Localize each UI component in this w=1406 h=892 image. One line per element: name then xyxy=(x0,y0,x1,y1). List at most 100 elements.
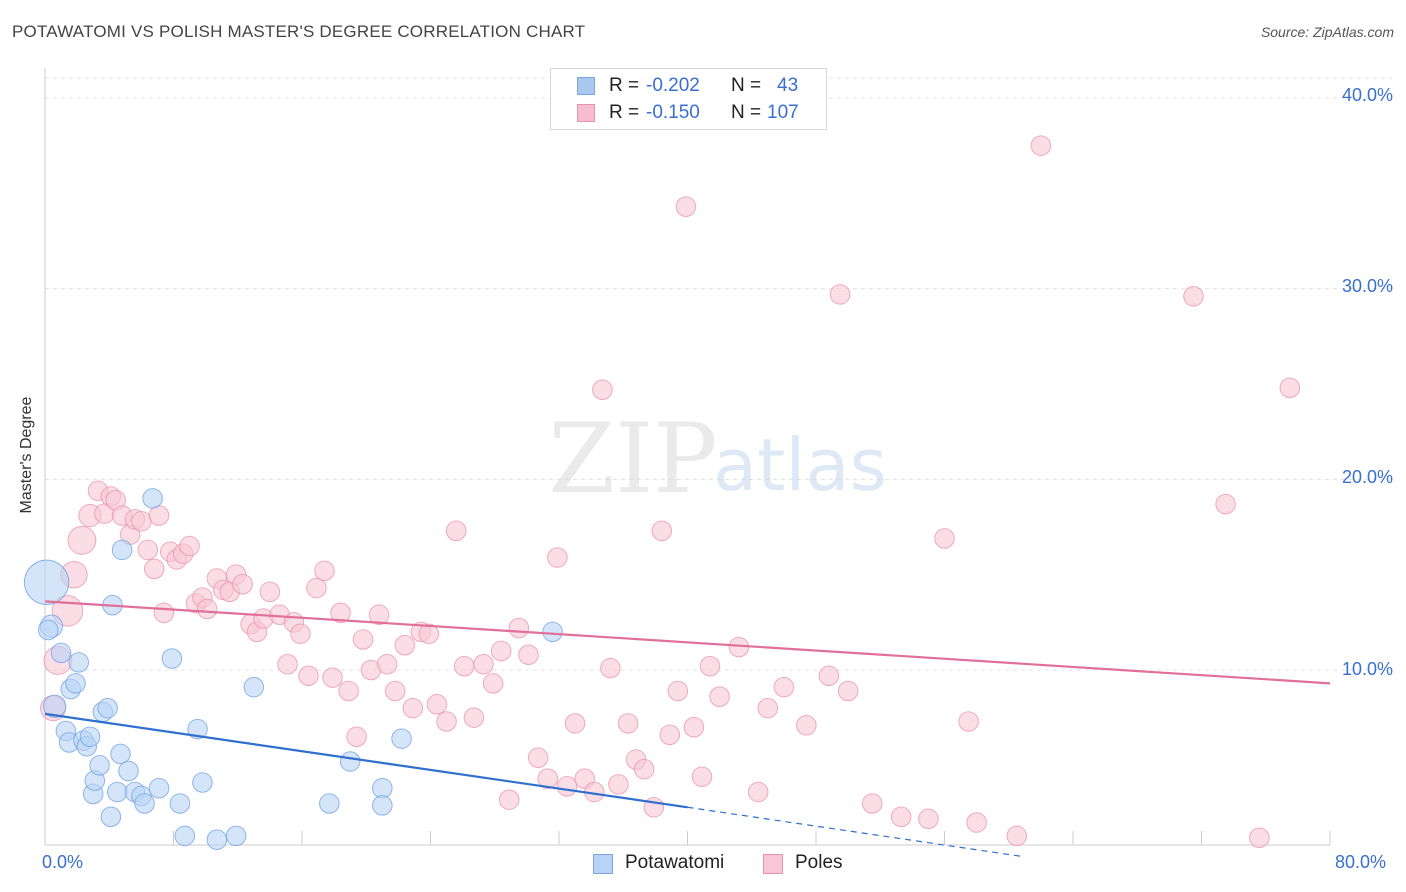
data-point-potawatomi xyxy=(161,648,183,669)
data-point-poles xyxy=(148,505,170,526)
legend-r-label: R = xyxy=(609,102,640,123)
data-point-poles xyxy=(699,655,721,677)
data-point-potawatomi xyxy=(142,488,163,509)
watermark: ZIP atlas xyxy=(548,403,887,515)
data-point-poles xyxy=(958,711,979,732)
legend-r-value: -0.202 xyxy=(646,75,700,96)
data-point-potawatomi xyxy=(68,652,90,673)
data-point-potawatomi xyxy=(23,559,70,605)
data-point-poles xyxy=(757,697,779,719)
trend-extension-potawatomi xyxy=(687,806,1025,858)
data-point-poles xyxy=(196,598,218,620)
trend-line-poles xyxy=(44,600,1331,685)
trend-line-potawatomi xyxy=(44,712,688,809)
data-point-potawatomi xyxy=(206,829,228,850)
data-point-poles xyxy=(683,716,705,738)
data-point-poles xyxy=(394,634,416,656)
legend-label-poles: Poles xyxy=(795,852,843,873)
data-point-poles xyxy=(861,793,883,814)
data-point-poles xyxy=(473,654,494,675)
data-point-poles xyxy=(667,680,689,702)
data-point-poles xyxy=(463,707,485,728)
data-point-poles xyxy=(608,774,629,795)
stats-legend: R = -0.202 N = 43 R = -0.150 N = 107 xyxy=(550,68,827,130)
data-point-poles xyxy=(453,655,475,677)
data-point-potawatomi xyxy=(319,793,340,814)
data-point-poles xyxy=(298,665,319,686)
data-point-potawatomi xyxy=(50,642,72,664)
data-point-poles xyxy=(445,520,467,542)
data-point-potawatomi xyxy=(339,751,361,772)
potawatomi-points xyxy=(23,488,563,850)
data-point-poles xyxy=(651,520,673,542)
data-point-poles xyxy=(829,284,851,305)
data-point-potawatomi xyxy=(148,777,170,799)
data-point-poles xyxy=(547,547,568,568)
data-point-potawatomi xyxy=(100,806,122,828)
data-point-potawatomi xyxy=(79,726,101,748)
data-point-poles xyxy=(143,558,165,580)
data-point-poles xyxy=(232,573,253,595)
data-point-poles xyxy=(691,766,713,788)
source-label: Source: ZipAtlas.com xyxy=(1260,24,1394,40)
data-point-poles xyxy=(426,694,448,715)
data-point-poles xyxy=(153,602,175,624)
data-point-potawatomi xyxy=(187,718,208,740)
data-point-poles xyxy=(918,808,939,829)
data-point-poles xyxy=(436,711,457,732)
data-point-poles xyxy=(837,680,859,702)
data-point-poles xyxy=(518,644,539,666)
legend-n-label: N = xyxy=(731,102,762,123)
data-point-potawatomi xyxy=(192,772,213,793)
legend-n-value: 43 xyxy=(777,75,799,96)
data-point-poles xyxy=(67,525,97,555)
data-point-potawatomi xyxy=(37,619,59,641)
y-tick-label-40: 40.0% xyxy=(1341,85,1393,105)
data-point-poles xyxy=(966,812,987,833)
data-point-potawatomi xyxy=(243,676,265,698)
y-tick-label-20: 20.0% xyxy=(1341,467,1393,487)
data-point-potawatomi xyxy=(97,697,118,719)
data-point-potawatomi xyxy=(118,760,139,782)
data-point-poles xyxy=(131,511,152,532)
data-point-poles xyxy=(709,686,730,707)
data-point-poles xyxy=(564,713,586,734)
data-point-poles xyxy=(556,776,578,797)
x-tick-label-max: 80.0% xyxy=(1335,852,1387,872)
data-point-poles xyxy=(179,535,200,557)
legend-label-potawatomi: Potawatomi xyxy=(625,852,725,873)
data-point-poles xyxy=(934,528,955,549)
data-point-potawatomi xyxy=(174,825,196,847)
data-point-poles xyxy=(773,676,795,698)
data-point-poles xyxy=(1030,135,1052,156)
trend-lines xyxy=(44,600,1331,858)
data-point-poles xyxy=(796,715,817,736)
legend-swatch-poles xyxy=(577,104,595,122)
data-point-poles xyxy=(633,758,655,780)
data-point-potawatomi xyxy=(42,694,67,718)
data-point-poles xyxy=(137,539,159,561)
data-point-poles xyxy=(418,623,440,645)
data-point-potawatomi xyxy=(111,539,133,561)
data-point-poles xyxy=(290,623,311,645)
data-point-poles xyxy=(338,680,359,702)
data-point-poles xyxy=(306,577,327,599)
data-point-potawatomi xyxy=(169,793,191,814)
data-point-poles xyxy=(322,667,343,688)
data-point-potawatomi xyxy=(372,795,393,816)
data-point-poles xyxy=(384,680,406,702)
data-point-potawatomi xyxy=(372,777,393,799)
data-point-potawatomi xyxy=(134,793,155,814)
data-point-poles xyxy=(376,654,398,675)
watermark-atlas: atlas xyxy=(713,423,887,507)
legend-r-label: R = xyxy=(609,75,640,96)
data-point-potawatomi xyxy=(542,621,563,643)
data-point-poles xyxy=(1006,825,1028,847)
data-point-potawatomi xyxy=(225,825,247,847)
data-point-poles xyxy=(314,560,335,582)
legend-n-value: 107 xyxy=(767,102,799,123)
data-point-poles xyxy=(617,713,639,734)
data-point-poles xyxy=(402,697,424,719)
data-point-poles xyxy=(818,665,840,686)
